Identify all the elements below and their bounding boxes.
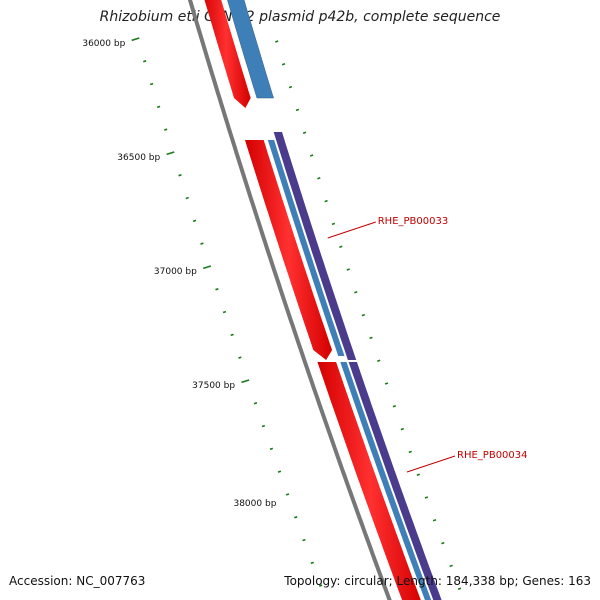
minor-tick (143, 60, 147, 63)
minor-tick (149, 82, 154, 86)
inner-tick (295, 108, 300, 112)
inner-tick (449, 564, 453, 568)
inner-tick (281, 63, 286, 66)
scale-label: 37500 bp (192, 381, 235, 391)
minor-tick (302, 538, 306, 542)
inner-tick (361, 313, 366, 317)
minor-tick (164, 128, 168, 131)
gene-label-leader (406, 455, 456, 473)
minor-tick (200, 242, 204, 245)
gene-block-upper (227, 0, 274, 99)
scale-label: 38000 bp (233, 499, 276, 509)
minor-tick (156, 105, 161, 109)
gene-labels: RHE_PB00033 RHE_PB00034 (327, 216, 528, 473)
gene-label: RHE_PB00033 (378, 216, 449, 227)
minor-tick (178, 174, 182, 177)
scale-label: 37000 bp (154, 267, 197, 277)
inner-tick (384, 382, 389, 385)
minor-tick (230, 333, 234, 337)
minor-tick (253, 402, 258, 405)
major-tick (202, 265, 212, 270)
gene-label-leader (327, 221, 376, 239)
minor-tick (285, 493, 290, 496)
scale-label: 36500 bp (117, 153, 160, 163)
minor-tick (222, 310, 227, 314)
cds-arrow-upper (204, 0, 251, 108)
gene-track-rhe-pb00034 (348, 362, 442, 600)
scale-label: 36000 bp (82, 39, 125, 49)
inner-tick (331, 222, 336, 226)
backbone (187, 0, 392, 600)
inner-tick (369, 336, 373, 340)
minor-tick (192, 219, 197, 223)
inner-tick (392, 405, 397, 408)
inner-tick (457, 587, 462, 590)
accession-text: Accession: NC_007763 (9, 574, 146, 588)
inner-tick (288, 85, 293, 89)
cds-arrow-rhe-pb00033 (245, 140, 333, 360)
summary-text: Topology: circular; Length: 184,338 bp; … (284, 574, 591, 588)
inner-tick (346, 268, 350, 271)
backbone-line (187, 0, 392, 600)
inner-tick (354, 291, 358, 294)
minor-tick (215, 288, 219, 291)
inner-tick (441, 541, 445, 545)
minor-tick (261, 424, 266, 428)
major-tick (241, 379, 250, 384)
major-tick (131, 37, 140, 42)
major-tick (166, 151, 175, 156)
gene-strip-rhe-pb00034 (340, 362, 432, 600)
gene-track-rhe-pb00033 (273, 132, 357, 360)
map-title: Rhizobium etli CFN 42 plasmid p42b, comp… (99, 9, 501, 25)
minor-tick (269, 447, 274, 451)
minor-tick (185, 196, 189, 200)
scale-ticks: 36000 bp 36500 bp 37000 bp 37500 bp 38000 bp (82, 37, 462, 590)
inner-tick (416, 473, 420, 476)
inner-tick (408, 450, 412, 454)
minor-tick (294, 516, 298, 519)
inner-tick (339, 245, 343, 248)
inner-tick (309, 154, 314, 157)
inner-tick (424, 496, 429, 499)
gene-strip-rhe-pb00033 (267, 140, 345, 356)
inner-tick (377, 359, 381, 362)
inner-tick (317, 177, 321, 180)
minor-tick (318, 584, 323, 587)
inner-tick (275, 40, 279, 43)
gene-features (204, 0, 442, 600)
minor-tick (238, 356, 242, 359)
inner-tick (324, 199, 328, 203)
minor-tick (277, 470, 282, 473)
cds-arrow-rhe-pb00034 (317, 362, 421, 600)
inner-tick (302, 131, 307, 134)
inner-tick (400, 427, 404, 431)
gene-label: RHE_PB00034 (457, 450, 527, 461)
minor-tick (310, 561, 314, 565)
inner-tick (432, 519, 437, 522)
